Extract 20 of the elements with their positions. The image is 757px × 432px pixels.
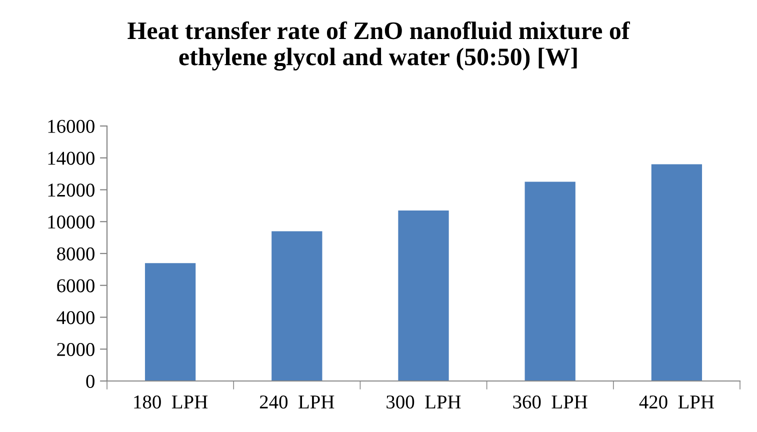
y-tick-label: 8000 — [57, 247, 94, 260]
bar — [398, 210, 449, 381]
y-tick-label: 0 — [86, 374, 94, 388]
bar — [272, 231, 322, 381]
chart-title: Heat transfer rate of ZnO nanofluid mixture of ethylene glycol and water (50:50) [W] — [128, 21, 630, 71]
x-tick-label: 300 LPH — [386, 395, 461, 409]
x-tick-label: 420 LPH — [639, 395, 714, 409]
y-tick-label: 6000 — [57, 279, 94, 292]
y-tick-label: 12000 — [48, 184, 94, 197]
y-tick-label: 10000 — [48, 215, 94, 229]
bar — [524, 182, 576, 381]
y-tick-label: 14000 — [48, 152, 94, 165]
bar — [144, 263, 196, 381]
x-tick-label: 360 LPH — [513, 395, 588, 409]
x-tick-label: 180 LPH — [134, 395, 208, 409]
y-tick-label: 2000 — [57, 342, 94, 356]
x-tick-label: 240 LPH — [260, 395, 334, 409]
y-tick-label: 4000 — [56, 311, 94, 324]
bar — [651, 164, 702, 381]
y-tick-label: 16000 — [48, 120, 94, 133]
